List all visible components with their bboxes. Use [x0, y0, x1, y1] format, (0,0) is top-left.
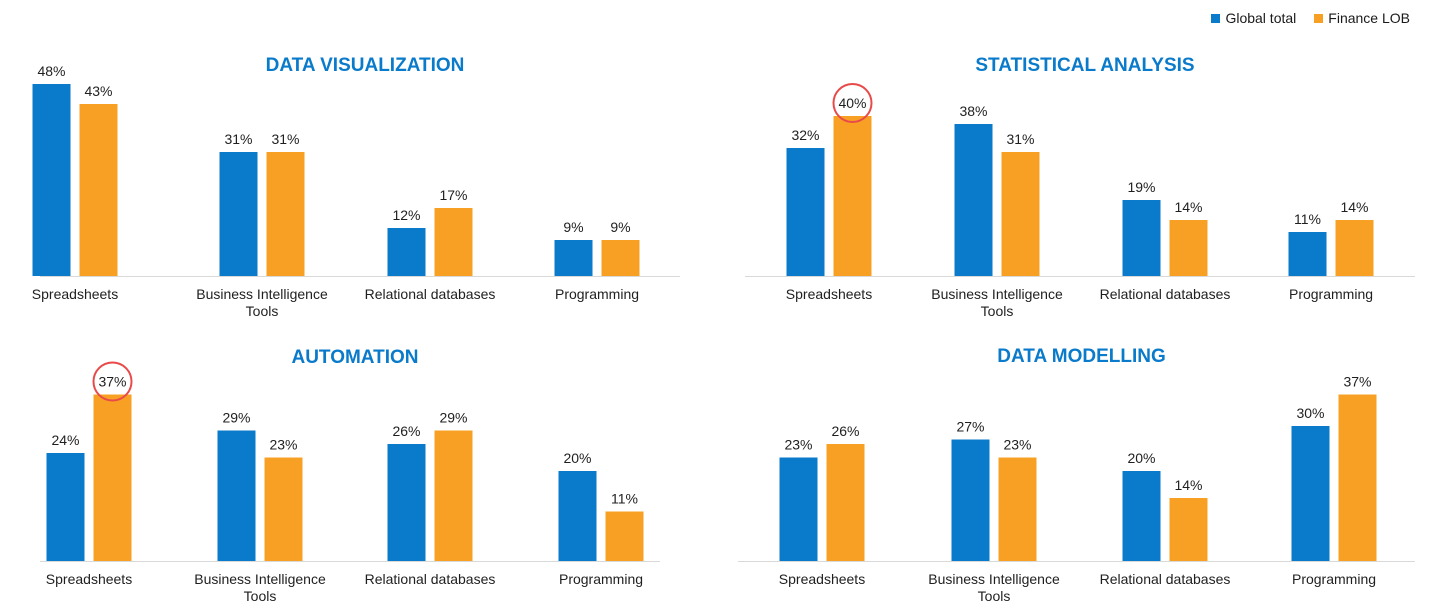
bar: [554, 240, 593, 276]
data-label: 38%: [959, 103, 987, 119]
bar: [954, 124, 993, 276]
data-label: 31%: [271, 131, 299, 147]
bar: [1338, 394, 1377, 561]
bar: [79, 104, 118, 276]
bar: [387, 444, 426, 561]
data-label: 12%: [392, 207, 420, 223]
bar: [1335, 220, 1374, 276]
category-label: Relational databases: [365, 571, 496, 587]
bar: [217, 430, 256, 561]
bar: [779, 457, 818, 561]
data-label: 11%: [1294, 211, 1321, 227]
data-label: 27%: [956, 419, 984, 435]
category-label: Programming: [555, 286, 639, 302]
category-label: Programming: [559, 571, 643, 587]
category-label: Business Intelligence Tools: [928, 571, 1060, 604]
data-label: 9%: [563, 219, 583, 235]
data-label: 17%: [439, 187, 467, 203]
bar: [1169, 498, 1208, 561]
bar: [32, 84, 71, 276]
bar: [1001, 152, 1040, 276]
category-label: Programming: [1289, 286, 1373, 302]
data-label: 32%: [791, 127, 819, 143]
legend-item-finance: Finance LOB: [1314, 10, 1410, 26]
bar: [786, 148, 825, 276]
data-label: 9%: [610, 219, 630, 235]
legend-label-finance: Finance LOB: [1328, 10, 1410, 26]
category-label: Spreadsheets: [786, 286, 872, 302]
data-label: 26%: [831, 423, 859, 439]
category-label: Relational databases: [365, 286, 496, 302]
bar: [605, 511, 644, 561]
data-label: 37%: [1343, 374, 1371, 390]
data-label: 23%: [784, 437, 812, 453]
bar: [93, 394, 132, 561]
data-label: 29%: [439, 410, 467, 426]
chart-title: STATISTICAL ANALYSIS: [975, 55, 1194, 76]
category-label: Spreadsheets: [779, 571, 865, 587]
data-label: 20%: [1127, 450, 1155, 466]
bar: [264, 457, 303, 561]
data-label: 48%: [37, 63, 65, 79]
bar: [833, 116, 872, 276]
bar: [387, 228, 426, 276]
bar: [1291, 426, 1330, 561]
data-label: 14%: [1174, 477, 1202, 493]
category-label: Relational databases: [1100, 286, 1231, 302]
data-label: 26%: [392, 423, 420, 439]
bar: [1288, 232, 1327, 276]
data-label: 20%: [563, 450, 591, 466]
bar: [46, 453, 85, 561]
chart-title: DATA VISUALIZATION: [266, 55, 465, 76]
data-label: 43%: [84, 83, 112, 99]
legend-label-global: Global total: [1225, 10, 1297, 26]
chart-title: DATA MODELLING: [997, 346, 1166, 367]
data-label: 40%: [838, 95, 866, 111]
bar: [266, 152, 305, 276]
bar: [601, 240, 640, 276]
highlight-circle: [92, 361, 133, 402]
legend-swatch-finance: [1314, 13, 1324, 23]
data-label: 19%: [1127, 179, 1155, 195]
data-label: 14%: [1174, 199, 1202, 215]
bar: [558, 471, 597, 561]
highlight-circle: [832, 83, 873, 123]
data-label: 30%: [1296, 405, 1324, 421]
category-label: Spreadsheets: [46, 571, 132, 587]
chart-title: AUTOMATION: [291, 347, 418, 368]
chart-legend: Global total Finance LOB: [1211, 10, 1410, 26]
bar: [1122, 471, 1161, 561]
data-label: 31%: [224, 131, 252, 147]
bar: [219, 152, 258, 276]
legend-item-global: Global total: [1211, 10, 1296, 26]
category-label: Programming: [1292, 571, 1376, 587]
data-label: 11%: [611, 491, 638, 507]
category-label: Business Intelligence Tools: [931, 286, 1063, 319]
data-label: 23%: [1003, 437, 1031, 453]
bar: [998, 457, 1037, 561]
bar: [434, 430, 473, 561]
bar: [1169, 220, 1208, 276]
data-label: 29%: [222, 410, 250, 426]
data-label: 14%: [1340, 199, 1368, 215]
category-label: Business Intelligence Tools: [196, 286, 328, 319]
category-label: Relational databases: [1100, 571, 1231, 587]
data-label: 31%: [1006, 131, 1034, 147]
bar: [1122, 200, 1161, 276]
legend-swatch-global: [1211, 13, 1221, 23]
bar: [826, 444, 865, 561]
data-label: 37%: [98, 374, 126, 390]
data-label: 24%: [51, 432, 79, 448]
category-label: Business Intelligence Tools: [194, 571, 326, 604]
category-label: Spreadsheets: [32, 286, 118, 302]
bar: [951, 439, 990, 561]
data-label: 23%: [269, 437, 297, 453]
bar: [434, 208, 473, 276]
